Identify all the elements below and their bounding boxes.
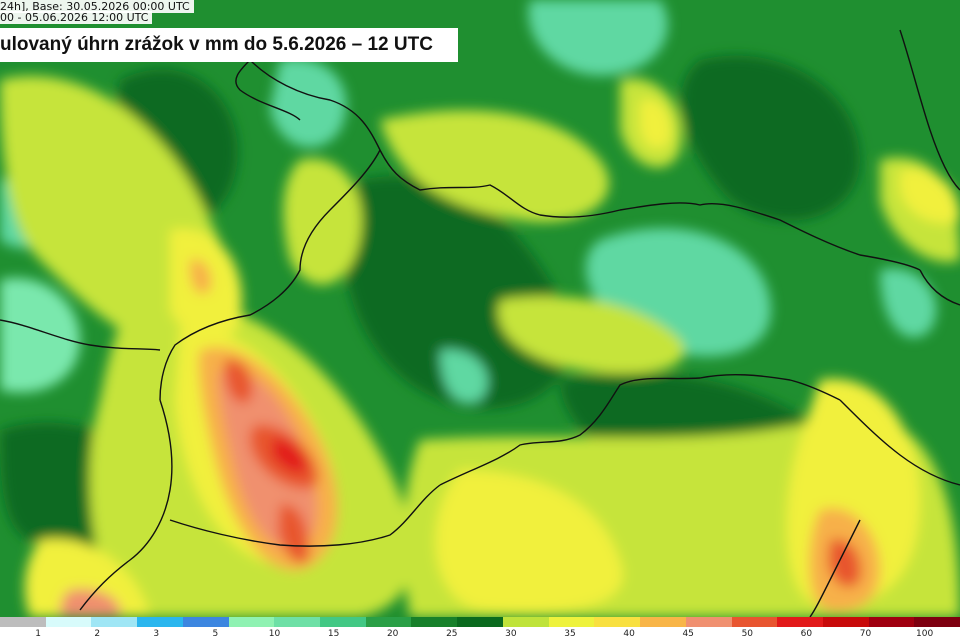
legend-tick-label: 30 xyxy=(505,629,517,639)
teal-area xyxy=(0,278,80,393)
legend-tick-label: 2 xyxy=(94,629,101,639)
red-area xyxy=(272,437,307,474)
legend-tick-label: 5 xyxy=(212,629,219,639)
teal-area xyxy=(880,268,937,338)
orange-area xyxy=(189,259,212,294)
color-legend: 1 2 3 5 10 15 20 25 30 35 40 45 50 60 70 100 xyxy=(0,617,960,640)
legend-color-bar xyxy=(0,617,960,627)
legend-tick-label: 100 xyxy=(916,629,934,639)
legend-swatch xyxy=(0,617,46,627)
legend-tick-label: 3 xyxy=(153,629,160,639)
valid-period-info: 00 - 05.06.2026 12:00 UTC xyxy=(0,11,153,24)
model-run-info: 24h], Base: 30.05.2026 00:00 UTC xyxy=(0,0,194,13)
precipitation-map xyxy=(0,0,960,617)
legend-swatch xyxy=(777,617,823,627)
legend-tick-label: 15 xyxy=(327,629,340,639)
country-borders xyxy=(0,29,960,617)
yellow-area xyxy=(900,169,960,224)
border-line xyxy=(0,319,161,351)
legend-swatch xyxy=(45,617,92,627)
border-line xyxy=(249,59,921,271)
red-orange-area xyxy=(828,539,861,588)
legend-tick-label: 70 xyxy=(859,629,872,639)
yellow-area xyxy=(640,99,671,149)
legend-tick-label: 60 xyxy=(800,629,813,639)
precipitation-fields xyxy=(0,0,960,617)
legend-swatch xyxy=(594,617,641,627)
red-orange-area xyxy=(278,504,309,564)
legend-tick-label: 45 xyxy=(682,629,694,639)
border-line xyxy=(79,399,173,611)
legend-swatch xyxy=(914,617,960,627)
legend-swatch xyxy=(411,617,458,627)
legend-tick-label: 35 xyxy=(564,629,576,639)
legend-swatch xyxy=(457,617,503,627)
legend-swatch xyxy=(868,617,915,627)
legend-swatch xyxy=(182,617,229,627)
map-title: ulovaný úhrn zrážok v mm do 5.6.2026 – 1… xyxy=(0,28,458,62)
legend-swatch xyxy=(274,617,321,627)
yellow-area xyxy=(435,470,624,613)
lime-area xyxy=(498,296,684,374)
yellow-area xyxy=(24,538,150,617)
legend-swatch xyxy=(502,617,549,627)
legend-tick-label: 1 xyxy=(35,629,41,639)
legend-tick-label: 40 xyxy=(623,629,635,639)
teal-area xyxy=(270,58,347,148)
legend-tick-label: 50 xyxy=(741,629,754,639)
legend-tick-label: 25 xyxy=(446,629,458,639)
legend-swatch xyxy=(137,617,183,627)
legend-swatch xyxy=(91,617,138,627)
red-orange-area xyxy=(224,359,253,404)
border-line xyxy=(899,29,960,191)
legend-swatch xyxy=(228,617,275,627)
border-line xyxy=(235,59,301,121)
teal-area xyxy=(528,0,668,76)
legend-tick-label: 20 xyxy=(386,629,399,639)
border-line xyxy=(839,399,960,486)
dark-green-area xyxy=(344,176,571,409)
border-line xyxy=(439,373,841,486)
teal-area xyxy=(440,349,488,403)
legend-tick-label: 10 xyxy=(268,629,281,639)
legend-swatch xyxy=(640,617,686,627)
lime-area xyxy=(380,110,609,222)
dark-green-area xyxy=(681,55,860,221)
border-line xyxy=(169,484,441,547)
legend-swatch xyxy=(320,617,366,627)
legend-swatch xyxy=(365,617,412,627)
border-line xyxy=(809,519,861,617)
legend-swatch xyxy=(822,617,869,627)
border-line xyxy=(159,149,381,401)
legend-swatch xyxy=(731,617,778,627)
legend-swatch xyxy=(685,617,732,627)
legend-swatch xyxy=(548,617,595,627)
border-line xyxy=(919,269,960,306)
orange-area xyxy=(60,589,121,617)
